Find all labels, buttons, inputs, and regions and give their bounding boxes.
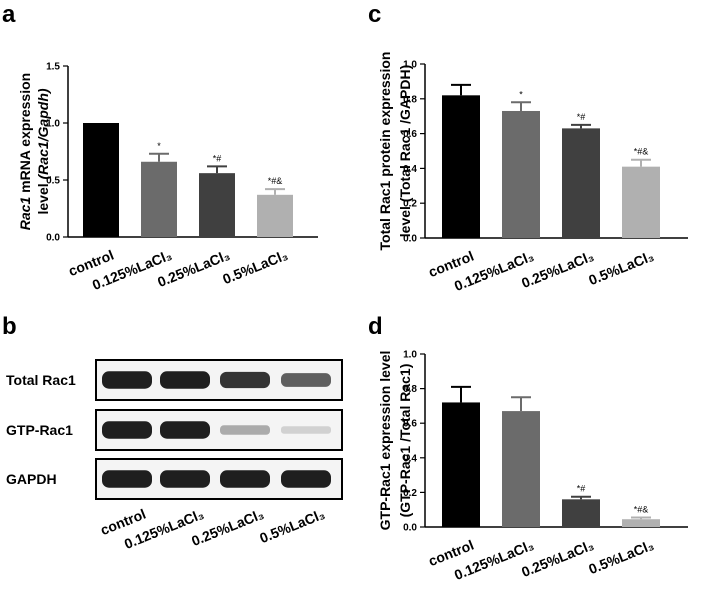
bar-3 [562, 128, 600, 238]
y-tick-label: 0.2 [403, 488, 417, 499]
bar-1 [83, 123, 119, 237]
y-tick-label: 1.5 [46, 62, 60, 73]
y-tick-label: 0.5 [46, 176, 60, 187]
significance-label: *# [213, 153, 222, 163]
bar-2 [502, 411, 540, 527]
bar-4 [257, 194, 293, 237]
blot-band [281, 470, 331, 488]
western-blot: Total Rac1GTP-Rac1GAPDHcontrol0.125%LaCl… [6, 359, 343, 552]
y-tick-label: 1.0 [403, 350, 417, 361]
bar-2 [502, 110, 540, 238]
significance-label: *# [577, 484, 586, 494]
panel-letter-c: c [368, 1, 381, 28]
blot-row-label: GAPDH [6, 471, 57, 487]
panel-letter-a: a [2, 1, 16, 28]
blot-band [281, 373, 331, 387]
y-axis-label: GTP-Rac1 expression level (GTP-Rac1 /Tota… [377, 351, 413, 531]
bar-4 [622, 166, 660, 238]
blot-band [160, 371, 210, 389]
blot-band [102, 371, 152, 389]
y-tick-label: 0.8 [403, 384, 417, 395]
y-tick-label: 0.8 [403, 94, 417, 105]
category-label: 0.5%LaCl₃ [586, 248, 656, 289]
significance-label: * [519, 89, 523, 99]
bar-1 [442, 95, 480, 238]
blot-row-label: Total Rac1 [6, 372, 76, 388]
blot-band [160, 470, 210, 488]
blot-lane-label: 0.5%LaCl₃ [257, 506, 327, 547]
panel-letter-b: b [2, 313, 17, 340]
significance-label: *#& [634, 504, 649, 514]
blot-band [220, 371, 270, 389]
y-tick-label: 0.0 [403, 234, 417, 245]
category-label: 0.5%LaCl₃ [220, 247, 290, 288]
category-label: 0.5%LaCl₃ [586, 537, 656, 578]
y-axis-label: Total Rac1 protein expression level (Tota… [377, 52, 413, 251]
panel-letter-d: d [368, 313, 383, 340]
blot-band [220, 470, 270, 488]
bar-3 [199, 173, 235, 237]
y-axis-label: Rac1 mRNA expressionlevel (Rac1/Gapdh) [17, 73, 51, 230]
bar-4 [622, 519, 660, 527]
bar-3 [562, 499, 600, 527]
bar-1 [442, 402, 480, 527]
y-tick-label: 0.2 [403, 199, 417, 210]
blot-band [102, 421, 152, 439]
significance-label: * [157, 141, 161, 151]
blot-band [220, 425, 270, 435]
y-tick-label: 0.6 [403, 419, 417, 430]
blot-band [160, 421, 210, 439]
y-tick-label: 0.4 [403, 453, 417, 464]
blot-band [102, 470, 152, 488]
blot-row-label: GTP-Rac1 [6, 422, 73, 438]
y-tick-label: 0.0 [46, 233, 60, 244]
y-tick-label: 0.6 [403, 129, 417, 140]
y-tick-label: 1.0 [403, 60, 417, 71]
y-tick-label: 1.0 [46, 119, 60, 130]
significance-label: *# [577, 112, 586, 122]
significance-label: *#& [634, 147, 649, 157]
blot-band [281, 426, 331, 434]
y-tick-label: 0.4 [403, 164, 417, 175]
bar-2 [141, 161, 177, 237]
significance-label: *#& [268, 176, 283, 186]
y-tick-label: 0.0 [403, 523, 417, 534]
